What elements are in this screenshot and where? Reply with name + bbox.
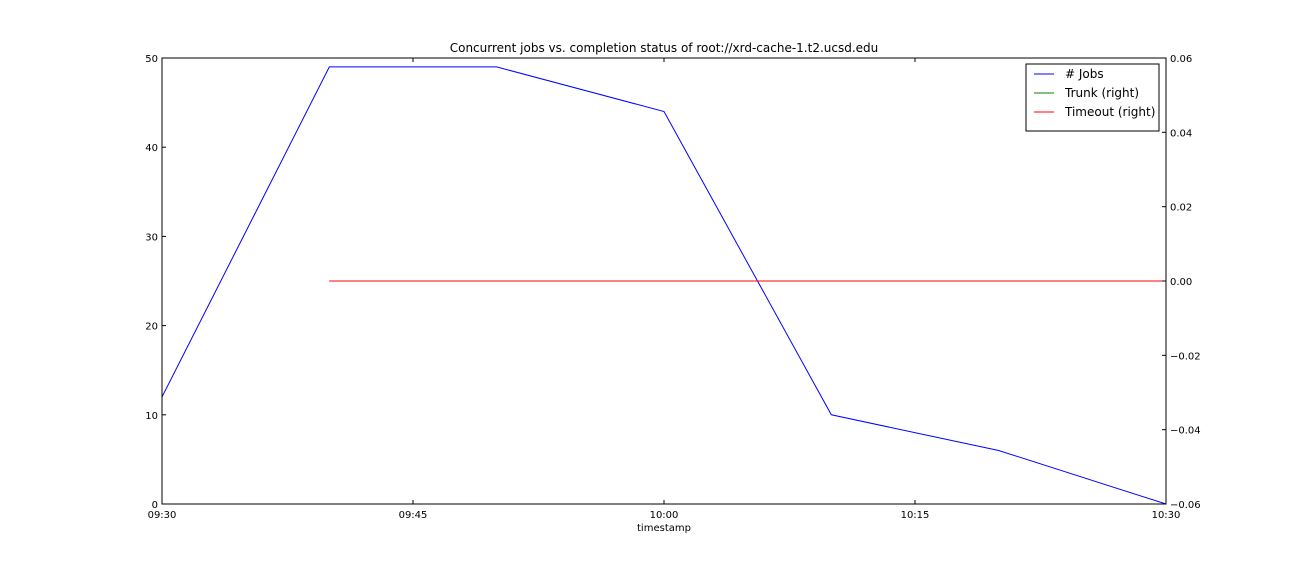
y-tick-label-left: 30: [145, 232, 158, 243]
legend-label-2: Timeout (right): [1064, 105, 1155, 119]
y-tick-label-left: 50: [145, 54, 158, 65]
y-tick-label-left: 0: [152, 500, 158, 511]
legend-label-0: # Jobs: [1065, 67, 1104, 81]
y-tick-label-right: 0.02: [1170, 203, 1192, 214]
x-tick-label: 09:30: [148, 510, 177, 521]
y-tick-label-right: 0.00: [1170, 277, 1192, 288]
y-tick-label-left: 10: [145, 411, 158, 422]
y-tick-label-right: 0.04: [1170, 128, 1192, 139]
legend-label-1: Trunk (right): [1064, 86, 1139, 100]
x-axis-label: timestamp: [637, 523, 691, 534]
legend-box: [1025, 63, 1160, 132]
y-tick-label-left: 20: [145, 322, 158, 333]
y-tick-label-right: −0.06: [1170, 500, 1201, 511]
series-layer: [161, 66, 1167, 505]
y-tick-label-right: −0.04: [1170, 426, 1201, 437]
chart-title: Concurrent jobs vs. completion status of…: [450, 41, 879, 55]
y-tick-label-left: 40: [145, 143, 158, 154]
x-tick-label: 10:15: [901, 510, 930, 521]
ticks-layer: 09:30 09:45 10:00 10:15 10:30 0 10 20 30 40 50 −0.0…: [145, 54, 1200, 521]
x-tick-label: 10:00: [650, 510, 679, 521]
x-tick-label: 09:45: [399, 510, 428, 521]
x-tick-label: 10:30: [1152, 510, 1181, 521]
series-line-0: [161, 66, 1167, 505]
y-tick-label-right: −0.02: [1170, 351, 1201, 362]
legend: # Jobs Trunk (right) Timeout (right): [1025, 63, 1160, 132]
y-tick-label-right: 0.06: [1170, 54, 1192, 65]
